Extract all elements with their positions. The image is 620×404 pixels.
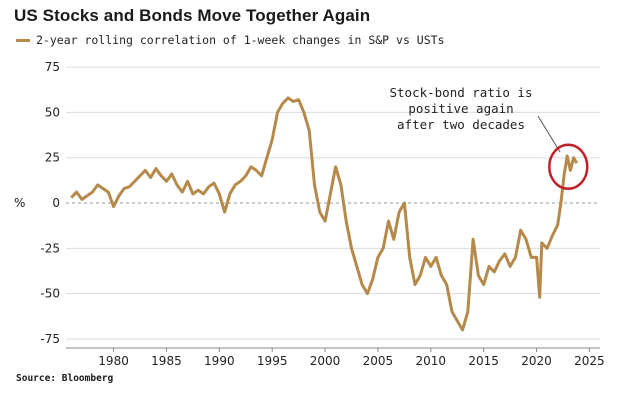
x-tick-label: 2010 — [416, 354, 447, 368]
legend: 2-year rolling correlation of 1-week cha… — [16, 33, 445, 47]
annotation-line: positive again — [408, 101, 513, 116]
y-tick-label: -50 — [40, 287, 60, 301]
x-tick-label: 2005 — [363, 354, 394, 368]
annotation-arrow — [537, 115, 561, 153]
y-axis-unit: % — [14, 196, 25, 210]
x-tick-label: 2015 — [468, 354, 499, 368]
y-tick-label: 25 — [45, 151, 60, 165]
annotation-line: after two decades — [397, 117, 525, 132]
annotation-line: Stock-bond ratio is — [390, 85, 533, 100]
series-line — [70, 96, 579, 332]
x-tick-label: 1995 — [257, 354, 288, 368]
x-tick-label: 2000 — [310, 354, 341, 368]
y-tick-label: 0 — [52, 196, 60, 210]
y-tick-label: 75 — [45, 60, 60, 74]
x-tick-label: 1980 — [98, 354, 129, 368]
highlight-circle — [548, 143, 589, 190]
x-tick-label: 2020 — [521, 354, 552, 368]
x-tick-label: 1985 — [151, 354, 182, 368]
source-note: Source: Bloomberg — [16, 373, 114, 384]
legend-label: 2-year rolling correlation of 1-week cha… — [36, 33, 445, 47]
x-tick-label: 2025 — [574, 354, 605, 368]
y-tick-label: -25 — [40, 241, 60, 255]
chart-title: US Stocks and Bonds Move Together Again — [14, 6, 371, 25]
y-tick-label: -75 — [40, 332, 60, 346]
legend-swatch — [16, 38, 30, 42]
x-tick-label: 1990 — [204, 354, 235, 368]
y-tick-label: 50 — [45, 105, 60, 119]
